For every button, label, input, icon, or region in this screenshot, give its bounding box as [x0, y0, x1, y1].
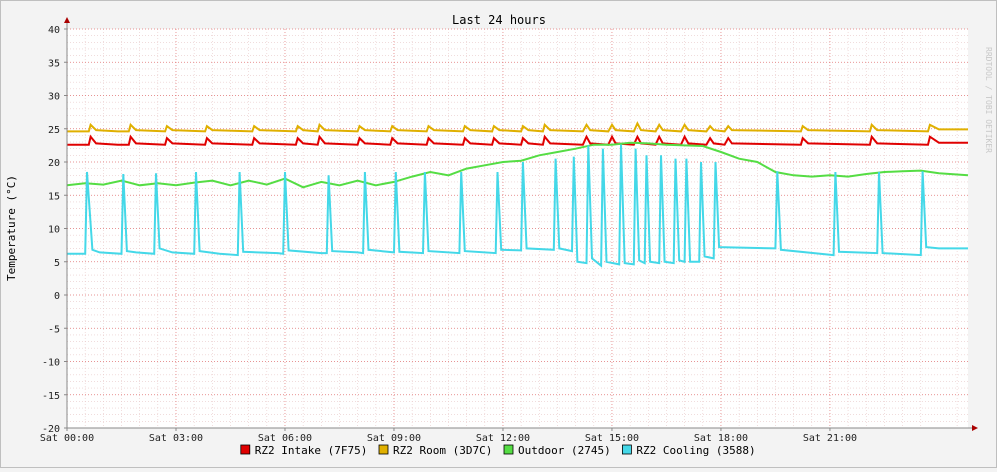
- watermark: RRDTOOL / TOBI OETIKER: [984, 47, 993, 153]
- y-axis-arrow: [64, 17, 70, 23]
- x-tick-label: Sat 15:00: [585, 433, 639, 444]
- y-tick-label: -15: [42, 391, 60, 402]
- y-tick-label: 20: [48, 158, 60, 169]
- x-tick-label: Sat 09:00: [367, 433, 421, 444]
- y-tick-label: 5: [54, 258, 60, 269]
- y-tick-label: 0: [54, 291, 60, 302]
- legend-label: RZ2 Intake (7F75): [255, 444, 368, 457]
- legend-item: RZ2 Room (3D7C): [378, 444, 492, 457]
- y-tick-label: -20: [42, 424, 60, 435]
- series-line: [66, 141, 969, 189]
- series-line: [67, 134, 968, 146]
- legend-item: Outdoor (2745): [503, 444, 611, 457]
- legend-label: Outdoor (2745): [518, 444, 611, 457]
- x-tick-label: Sat 18:00: [694, 433, 748, 444]
- legend-swatch: [378, 444, 389, 455]
- chart-title: Last 24 hours: [452, 13, 546, 27]
- y-tick-label: 35: [48, 58, 60, 69]
- legend-label: RZ2 Room (3D7C): [393, 444, 492, 457]
- tick-labels: -20 -15 -10 -5 0 5 10 15 20 25 30 35 40 Sat 00:00 Sat …: [40, 25, 857, 444]
- major-grid: [66, 28, 968, 429]
- y-tick-label: 30: [48, 92, 60, 103]
- x-tick-label: Sat 03:00: [149, 433, 203, 444]
- legend-item: RZ2 Intake (7F75): [240, 444, 368, 457]
- series-layer: [66, 121, 969, 268]
- x-axis-arrow: [972, 425, 978, 431]
- legend: RZ2 Intake (7F75) RZ2 Room (3D7C) Outdoor …: [240, 444, 756, 457]
- y-tick-label: -5: [48, 324, 60, 335]
- x-tick-label: Sat 21:00: [803, 433, 857, 444]
- y-tick-label: 40: [48, 25, 60, 36]
- legend-label: RZ2 Cooling (3588): [636, 444, 755, 457]
- y-tick-label: -10: [42, 358, 60, 369]
- y-tick-label: 15: [48, 191, 60, 202]
- x-tick-label: Sat 00:00: [40, 433, 94, 444]
- series-line: [67, 144, 968, 268]
- y-tick-label: 25: [48, 125, 60, 136]
- axes: [64, 17, 978, 431]
- legend-swatch: [240, 444, 251, 455]
- y-axis-label: Temperature (°C): [5, 175, 18, 281]
- legend-swatch: [622, 444, 632, 455]
- x-tick-label: Sat 06:00: [258, 433, 312, 444]
- series-line: [67, 121, 968, 133]
- y-tick-label: 10: [48, 225, 60, 236]
- legend-swatch: [503, 444, 514, 455]
- legend-item: RZ2 Cooling (3588): [622, 444, 756, 457]
- x-tick-label: Sat 12:00: [476, 433, 530, 444]
- minor-grid: [67, 29, 968, 428]
